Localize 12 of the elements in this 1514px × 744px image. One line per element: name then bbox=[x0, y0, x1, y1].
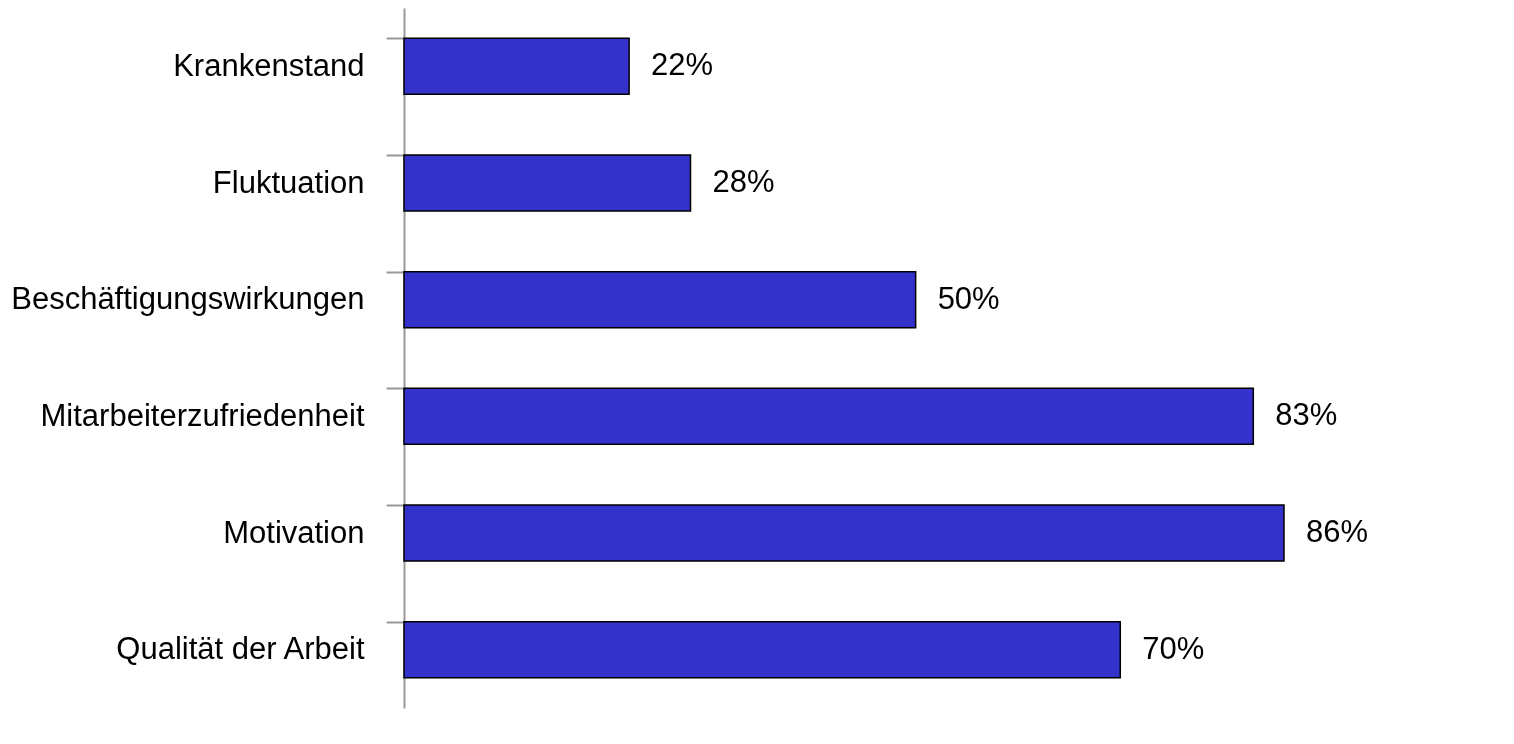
data-label: 83% bbox=[1275, 397, 1338, 433]
data-label: 22% bbox=[651, 47, 714, 83]
y-tick-label: Motivation bbox=[223, 514, 365, 550]
y-tick-label: Mitarbeiterzufriedenheit bbox=[40, 397, 365, 433]
data-label: 86% bbox=[1306, 514, 1369, 549]
data-label: 50% bbox=[937, 280, 1000, 316]
y-tick-label: Krankenstand bbox=[173, 47, 365, 83]
y-tick-label: Beschäftigungswirkungen bbox=[11, 281, 365, 317]
data-label: 70% bbox=[1142, 630, 1205, 666]
y-tick-label: Fluktuation bbox=[212, 164, 365, 200]
data-label: 28% bbox=[712, 164, 775, 199]
y-tick-label: Qualität der Arbeit bbox=[116, 631, 365, 667]
